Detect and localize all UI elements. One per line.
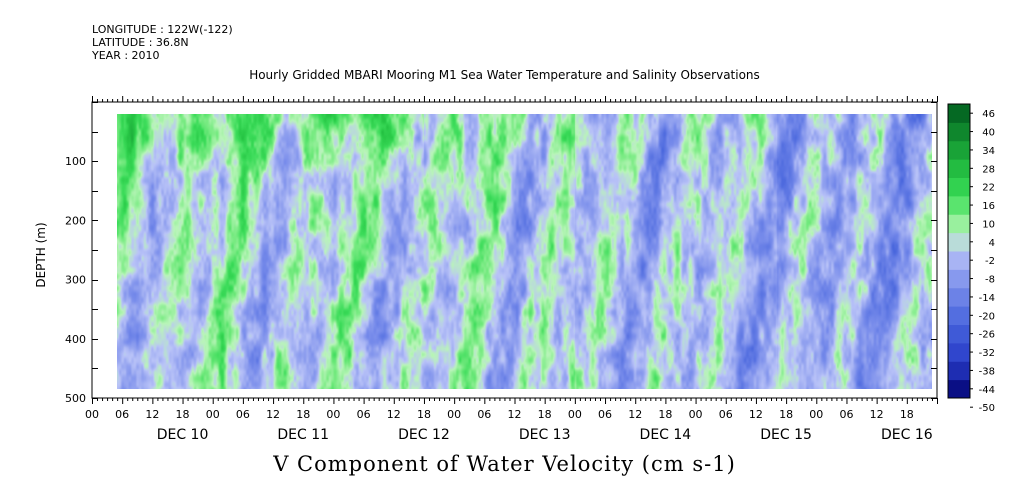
- x-tick-label: 12: [266, 408, 280, 421]
- colorbar-swatch: [948, 287, 970, 307]
- x-tick-label: 12: [387, 408, 401, 421]
- heatmap-field: [117, 114, 932, 389]
- x-day-label: DEC 12: [398, 427, 450, 443]
- colorbar-label: 16: [982, 201, 995, 212]
- y-axis-label: DEPTH (m): [34, 222, 48, 287]
- colorbar-label: -50: [979, 403, 995, 414]
- colorbar-swatch: [948, 177, 970, 197]
- y-tick-label: 200: [65, 214, 86, 227]
- x-tick-label: 12: [628, 408, 642, 421]
- colorbar-label: -8: [985, 275, 995, 286]
- colorbar-label: -32: [979, 348, 995, 359]
- colorbar-label: 28: [982, 164, 995, 175]
- x-tick-label: 06: [115, 408, 129, 421]
- x-tick-label: 00: [809, 408, 823, 421]
- x-tick-label: 00: [326, 408, 340, 421]
- x-tick-label: 18: [779, 408, 793, 421]
- x-tick-label: 18: [417, 408, 431, 421]
- colorbar-swatch: [948, 379, 970, 399]
- y-tick-label: 100: [65, 155, 86, 168]
- colorbar-swatch: [948, 361, 970, 381]
- colorbar-label: -20: [979, 311, 995, 322]
- x-tick-label: 00: [85, 408, 99, 421]
- y-tick-label: 500: [65, 392, 86, 405]
- colorbar-swatch: [948, 232, 970, 252]
- longitude-label: LONGITUDE : 122W(-122): [92, 23, 233, 36]
- x-day-label: DEC 11: [277, 427, 329, 443]
- x-tick-label: 06: [719, 408, 733, 421]
- colorbar-swatch: [948, 214, 970, 234]
- latitude-label: LATITUDE : 36.8N: [92, 36, 189, 49]
- colorbar-swatch: [948, 269, 970, 289]
- variable-label: V Component of Water Velocity (cm s-1): [273, 452, 736, 476]
- x-tick-label: 12: [749, 408, 763, 421]
- x-tick-label: 00: [568, 408, 582, 421]
- x-tick-label: 06: [598, 408, 612, 421]
- colorbar-swatch: [948, 324, 970, 344]
- x-tick-label: 06: [477, 408, 491, 421]
- x-tick-label: 00: [447, 408, 461, 421]
- year-label: YEAR : 2010: [92, 49, 160, 62]
- colorbar-label: 4: [989, 238, 995, 249]
- colorbar: 46 40 34 28 22 16 10 4 -2 -8 -14 -20 -26 -32 -38 -44 -50: [947, 103, 995, 414]
- chart-title: Hourly Gridded MBARI Mooring M1 Sea Wate…: [249, 68, 760, 82]
- heatmap-image: [117, 114, 932, 389]
- colorbar-label: 34: [982, 146, 995, 157]
- x-tick-label: 00: [206, 408, 220, 421]
- x-tick-label: 06: [357, 408, 371, 421]
- colorbar-swatch: [948, 251, 970, 270]
- x-tick-label: 12: [508, 408, 522, 421]
- x-tick-label: 12: [870, 408, 884, 421]
- x-tick-label: 00: [689, 408, 703, 421]
- colorbar-swatch: [948, 104, 970, 123]
- colorbar-swatch: [948, 342, 970, 362]
- colorbar-label: 40: [982, 128, 995, 139]
- colorbar-swatch: [948, 122, 970, 142]
- x-tick-label: 18: [900, 408, 914, 421]
- y-tick-label: 300: [65, 274, 86, 287]
- x-tick-label: 18: [176, 408, 190, 421]
- colorbar-frame: [947, 103, 971, 399]
- colorbar-swatch: [948, 306, 970, 325]
- colorbar-label: 46: [982, 109, 995, 120]
- colorbar-label: -26: [979, 330, 995, 341]
- x-day-label: DEC 13: [519, 427, 571, 443]
- x-tick-label: 12: [145, 408, 159, 421]
- colorbar-label: -2: [985, 256, 995, 267]
- colorbar-swatch: [948, 195, 970, 215]
- x-tick-label: 06: [839, 408, 853, 421]
- colorbar-swatch: [948, 159, 970, 178]
- x-day-label: DEC 10: [157, 427, 209, 443]
- colorbar-label: -38: [979, 366, 995, 377]
- x-tick-label: 18: [296, 408, 310, 421]
- x-day-label: DEC 15: [760, 427, 812, 443]
- x-tick-label: 18: [538, 408, 552, 421]
- x-tick-label: 18: [658, 408, 672, 421]
- colorbar-label: 22: [982, 183, 995, 194]
- y-tick-label: 400: [65, 333, 86, 346]
- colorbar-label: 10: [982, 219, 995, 230]
- x-day-label: DEC 14: [640, 427, 692, 443]
- colorbar-label: -14: [979, 293, 995, 304]
- x-tick-label: 06: [236, 408, 250, 421]
- colorbar-swatch: [948, 140, 970, 160]
- x-day-label: DEC 16: [881, 427, 933, 443]
- chart-axes: 00 06 12 18 00 06 12 18 00 06 12 18 00 06 12 18 00 06 12 18…: [65, 96, 938, 443]
- colorbar-label: -44: [979, 385, 995, 396]
